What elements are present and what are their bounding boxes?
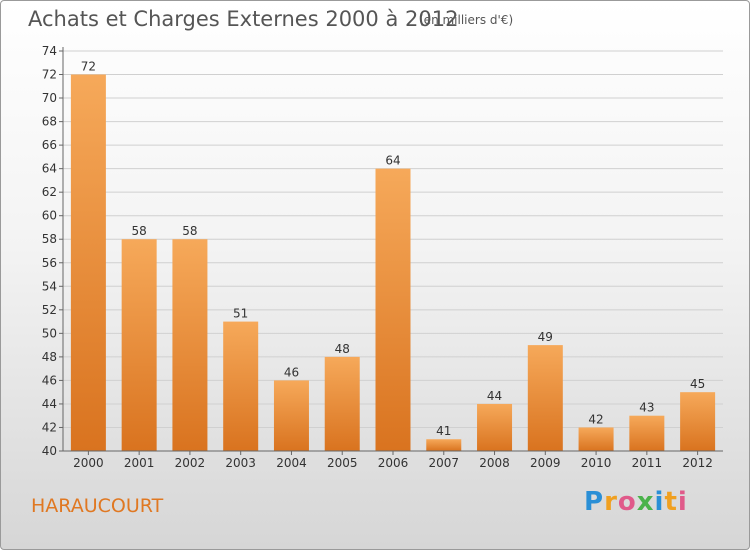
bar-2003 — [223, 321, 259, 451]
y-tick-label: 52 — [42, 303, 57, 317]
logo-letter: t — [664, 487, 678, 517]
data-label-2007: 41 — [436, 424, 451, 438]
data-label-2008: 44 — [487, 389, 502, 403]
y-tick-label: 44 — [42, 397, 57, 411]
bar-2010 — [578, 427, 614, 451]
bar-2000 — [70, 74, 106, 451]
logo-letter: r — [604, 487, 618, 517]
logo-letter: P — [584, 487, 605, 517]
bar-2011 — [629, 415, 665, 451]
y-tick-label: 46 — [42, 373, 57, 387]
x-tick-label-2008: 2008 — [479, 456, 510, 470]
y-tick-label: 74 — [42, 44, 57, 58]
x-tick-label-2004: 2004 — [276, 456, 307, 470]
y-tick-label: 62 — [42, 185, 57, 199]
x-tick-label-2010: 2010 — [581, 456, 612, 470]
y-tick-label: 56 — [42, 256, 57, 270]
bar-2012 — [680, 392, 716, 451]
logo-letter: x — [636, 487, 655, 517]
x-tick-label-2000: 2000 — [73, 456, 104, 470]
data-label-2003: 51 — [233, 307, 248, 321]
x-tick-label-2002: 2002 — [175, 456, 206, 470]
y-tick-label: 70 — [42, 91, 57, 105]
bar-2009 — [527, 345, 563, 451]
logo-letter: i — [654, 487, 665, 517]
y-tick-label: 54 — [42, 279, 57, 293]
x-tick-label-2006: 2006 — [378, 456, 409, 470]
y-tick-label: 50 — [42, 326, 57, 340]
y-tick-label: 42 — [42, 420, 57, 434]
bar-2008 — [477, 403, 513, 451]
data-label-2001: 58 — [132, 224, 147, 238]
commune-name: HARAUCOURT — [31, 495, 164, 517]
y-tick-label: 66 — [42, 138, 57, 152]
data-label-2002: 58 — [182, 224, 197, 238]
x-tick-label-2009: 2009 — [530, 456, 561, 470]
data-label-2006: 64 — [385, 154, 400, 168]
data-label-2005: 48 — [335, 342, 350, 356]
x-tick-label-2001: 2001 — [124, 456, 155, 470]
data-label-2000: 72 — [81, 60, 96, 74]
data-label-2009: 49 — [538, 330, 553, 344]
data-label-2004: 46 — [284, 365, 299, 379]
data-label-2011: 43 — [639, 401, 654, 415]
y-tick-label: 68 — [42, 115, 57, 129]
x-tick-label-2005: 2005 — [327, 456, 358, 470]
y-tick-label: 58 — [42, 232, 57, 246]
proxiti-logo[interactable]: Proxiti — [584, 487, 688, 517]
bar-2004 — [273, 380, 309, 451]
y-tick-label: 60 — [42, 209, 57, 223]
logo-letter: o — [617, 487, 637, 517]
chart-title: Achats et Charges Externes 2000 à 2012 — [28, 7, 459, 31]
data-label-2010: 42 — [588, 412, 603, 426]
logo-letter: i — [677, 487, 688, 517]
x-tick-label-2011: 2011 — [632, 456, 663, 470]
bar-2006 — [375, 168, 411, 451]
bar-2001 — [121, 239, 157, 451]
y-tick-label: 64 — [42, 162, 57, 176]
x-tick-label-2003: 2003 — [225, 456, 256, 470]
x-tick-label-2007: 2007 — [428, 456, 459, 470]
data-label-2012: 45 — [690, 377, 705, 391]
y-tick-label: 48 — [42, 350, 57, 364]
bar-2002 — [172, 239, 208, 451]
y-tick-label: 40 — [42, 444, 57, 458]
y-tick-label: 72 — [42, 68, 57, 82]
chart-subtitle: (en milliers d'€) — [419, 13, 514, 27]
x-tick-label-2012: 2012 — [682, 456, 713, 470]
bar-2007 — [426, 439, 462, 451]
bar-2005 — [324, 356, 360, 451]
